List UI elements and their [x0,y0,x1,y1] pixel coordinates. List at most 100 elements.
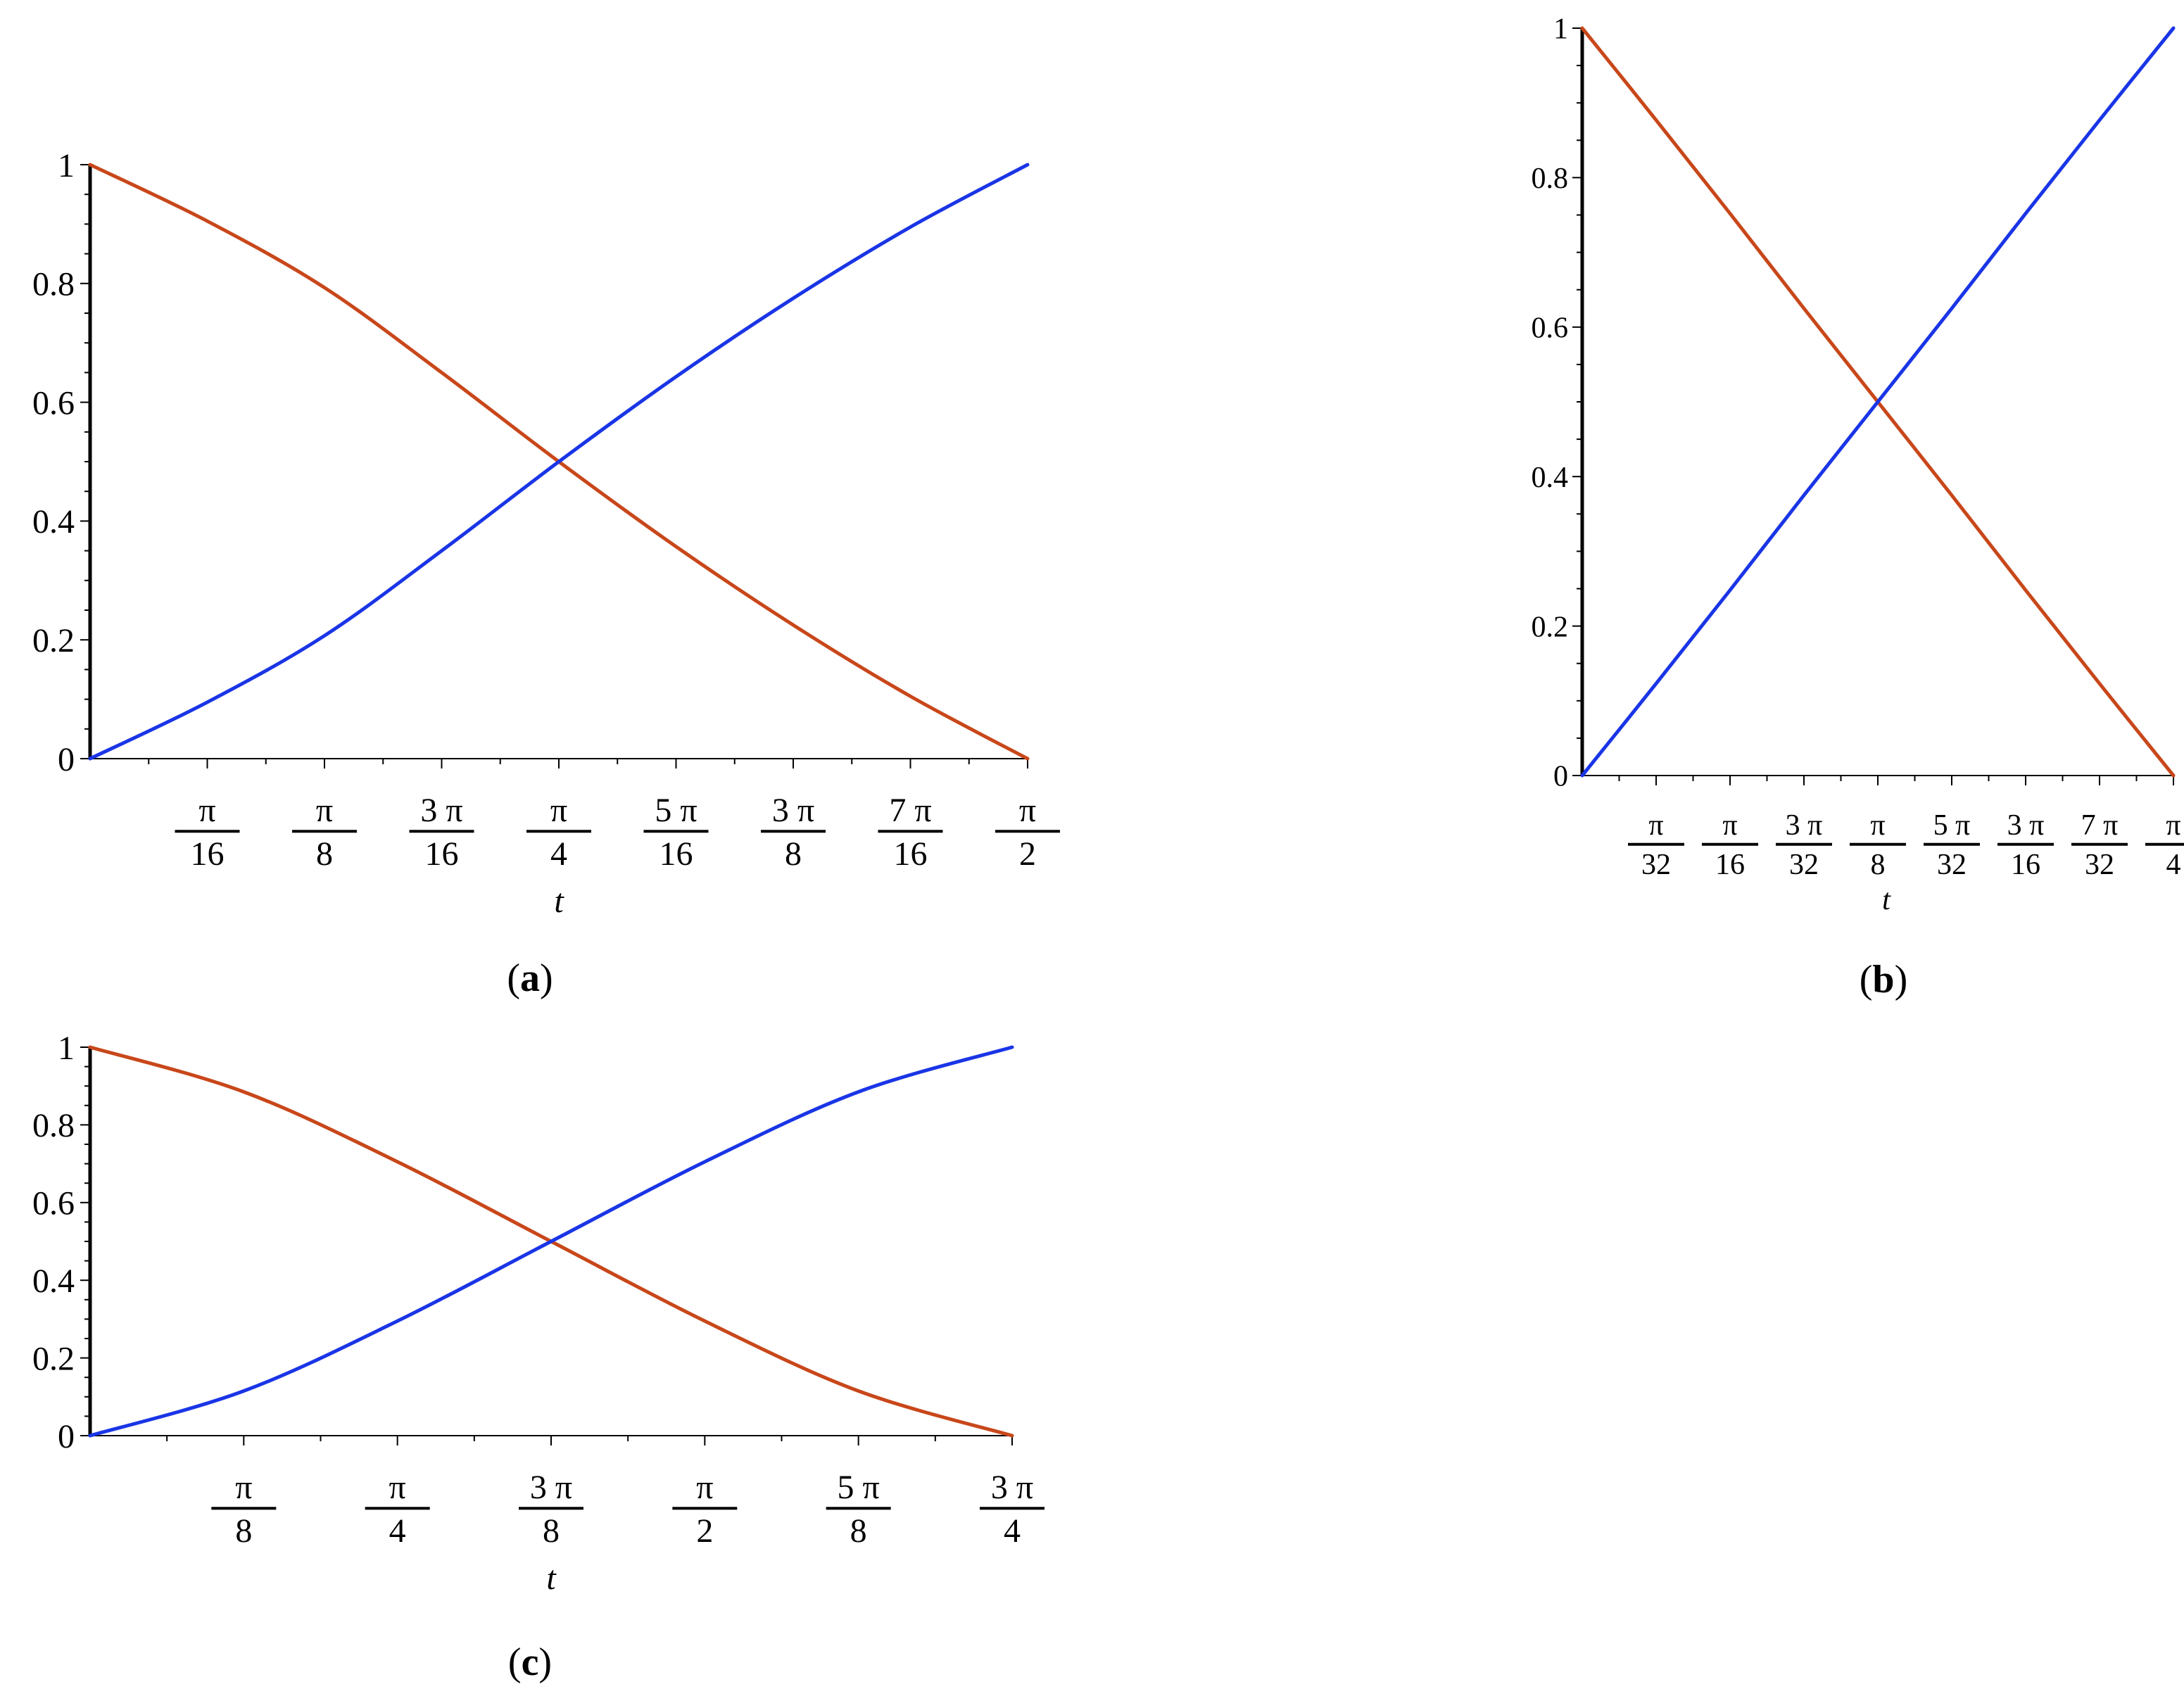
panel-caption: (c) [508,1640,552,1684]
x-tick-label: π 16 [175,792,240,873]
y-tick-label: 0.8 [32,266,75,303]
y-tick-label: 0.2 [32,622,75,659]
y-tick-label: 0.6 [1532,312,1569,345]
x-tick-label: 5 π16 [643,792,709,873]
x-tick-denominator: 2 [1019,835,1036,873]
x-tick-numerator: π [696,1469,713,1506]
panel-caption-letter: b [1872,958,1894,1001]
x-tick-numerator: 3 π [991,1469,1033,1506]
x-tick-denominator: 8 [785,835,802,873]
x-tick-denominator: 2 [696,1512,713,1550]
x-tick-numerator: π [316,792,333,829]
x-tick-numerator: π [1648,809,1663,842]
x-tick-denominator: 8 [316,835,333,873]
x-tick-label: π2 [672,1469,738,1550]
x-tick-label: π 32 [1628,809,1684,881]
x-tick-numerator: π [1870,809,1885,842]
x-tick-denominator: 32 [1789,849,1819,881]
y-tick-label: 0.8 [1532,163,1569,195]
x-tick-numerator: 3 π [420,792,462,829]
x-tick-denominator: 16 [1715,849,1745,881]
x-tick-numerator: 5 π [1933,809,1971,842]
y-tick-label: 0.4 [32,1263,75,1300]
x-tick-denominator: 8 [1871,849,1886,881]
x-tick-numerator: 3 π [1786,809,1823,842]
x-tick-denominator: 4 [550,835,567,873]
x-tick-label: 5 π32 [1924,809,1980,881]
x-tick-label: π8 [292,792,357,873]
increasing-curve-b [1580,26,2176,778]
y-tick-label: 1 [58,1030,75,1067]
x-axis-label: t [546,1560,557,1597]
y-tick-label: 0 [58,741,75,778]
x-tick-label: 7 π16 [878,792,943,873]
x-tick-label: 3 π4 [980,1469,1044,1550]
x-tick-label: 3 π32 [1776,809,1832,881]
y-tick-label: 0.4 [32,503,75,540]
y-tick-label: 0.4 [1532,462,1569,494]
y-tick-label: 0.2 [1532,611,1569,643]
x-tick-denominator: 16 [894,835,928,873]
x-tick-numerator: 5 π [838,1469,880,1506]
x-tick-denominator: 32 [1641,849,1671,881]
y-tick-label: 1 [58,147,75,184]
x-tick-denominator: 4 [2166,849,2181,881]
x-tick-label: 3 π8 [519,1469,583,1550]
panel-caption: (a) [507,956,553,1000]
x-tick-label: 3 π16 [409,792,474,873]
x-tick-numerator: 3 π [530,1469,572,1506]
x-tick-label: π8 [211,1469,277,1550]
x-tick-denominator: 16 [659,835,693,873]
panel-caption: (b) [1860,958,1907,1001]
panel-caption-letter: a [520,956,540,1000]
x-tick-numerator: π [389,1469,406,1506]
x-tick-denominator: 32 [1937,849,1967,881]
x-tick-numerator: π [1019,792,1036,829]
x-tick-label: π2 [995,792,1060,873]
x-tick-numerator: 7 π [889,792,931,829]
y-tick-label: 1 [1553,13,1568,46]
y-tick-label: 0.6 [32,384,75,422]
x-tick-label: π4 [526,792,591,873]
x-tick-label: π8 [1850,809,1906,881]
y-tick-label: 0 [1553,761,1568,793]
y-tick-label: 0.6 [32,1185,75,1222]
x-tick-denominator: 32 [2085,849,2114,881]
x-tick-denominator: 4 [389,1512,406,1550]
x-tick-numerator: 5 π [655,792,697,829]
x-tick-denominator: 4 [1004,1512,1021,1550]
x-tick-label: 3 π16 [1997,809,2054,881]
x-tick-label: 7 π32 [2071,809,2128,881]
x-tick-numerator: π [235,1469,252,1506]
x-tick-numerator: 3 π [772,792,814,829]
x-tick-denominator: 16 [191,835,225,873]
x-tick-denominator: 16 [2011,849,2040,881]
y-tick-label: 0.8 [32,1107,75,1144]
x-tick-label: 5 π8 [826,1469,891,1550]
x-tick-numerator: 7 π [2081,809,2119,842]
x-tick-denominator: 16 [425,835,459,873]
x-tick-numerator: π [1722,809,1737,842]
x-tick-label: π 16 [1702,809,1758,881]
x-axis-label: t [1882,884,1891,916]
x-tick-numerator: π [2166,809,2180,842]
y-tick-label: 0 [58,1418,75,1455]
x-tick-denominator: 8 [235,1512,252,1550]
x-tick-denominator: 8 [543,1512,560,1550]
increasing-curve-a [88,163,1030,761]
panel-caption-letter: c [522,1640,539,1684]
y-tick-label: 0.2 [32,1340,75,1377]
x-tick-label: 3 π8 [761,792,826,873]
x-tick-label: π4 [2145,809,2184,881]
x-axis-label: t [554,883,564,920]
x-tick-numerator: π [550,792,567,829]
x-tick-denominator: 8 [850,1512,867,1550]
x-tick-numerator: π [198,792,215,829]
increasing-curve-c [88,1045,1014,1438]
x-tick-numerator: 3 π [2007,809,2045,842]
x-tick-label: π4 [365,1469,430,1550]
